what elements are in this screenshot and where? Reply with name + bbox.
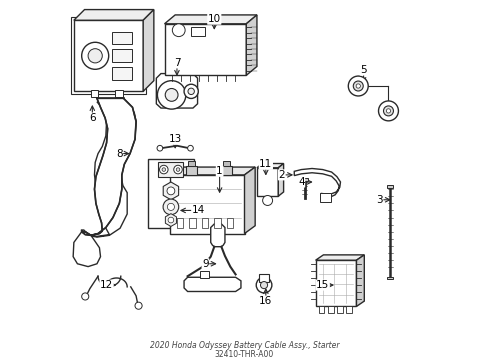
Bar [187,161,194,166]
Bar [346,306,351,313]
Bar [112,32,131,44]
Polygon shape [143,10,154,91]
Polygon shape [278,163,283,196]
Bar [115,90,122,97]
Text: 6: 6 [89,113,96,123]
Text: 16: 16 [259,296,272,306]
Polygon shape [156,73,197,108]
Circle shape [165,89,178,101]
Circle shape [355,84,360,88]
Polygon shape [244,167,255,234]
Circle shape [135,302,142,309]
Text: 32410-THR-A00: 32410-THR-A00 [214,350,274,359]
Circle shape [256,277,271,293]
Bar [319,306,324,313]
Bar [158,162,183,177]
Bar [214,217,220,228]
Circle shape [157,145,163,151]
Polygon shape [294,168,340,197]
Bar [202,217,208,228]
Text: 1: 1 [216,166,223,176]
Polygon shape [81,102,136,237]
Circle shape [386,109,390,113]
Circle shape [167,203,174,211]
Polygon shape [164,15,256,24]
Text: 3: 3 [375,195,382,205]
Text: 13: 13 [168,134,182,144]
Polygon shape [356,255,364,306]
Circle shape [260,282,267,289]
Circle shape [168,217,173,223]
Polygon shape [246,15,256,75]
Text: 4: 4 [298,177,304,187]
Text: 7: 7 [173,58,180,68]
Circle shape [183,84,198,98]
Bar [71,17,146,94]
Text: 9: 9 [202,259,208,269]
Text: 10: 10 [207,14,221,24]
Circle shape [352,81,363,91]
Text: 12: 12 [100,280,113,290]
Polygon shape [210,224,224,247]
Text: 8: 8 [116,149,122,158]
Bar [226,217,233,228]
Text: 15: 15 [315,280,328,290]
Circle shape [187,145,193,151]
Bar [74,20,143,91]
Text: 2020 Honda Odyssey Battery Cable Assy., Starter: 2020 Honda Odyssey Battery Cable Assy., … [149,341,339,350]
Bar [147,159,194,228]
Circle shape [187,88,194,95]
Polygon shape [74,10,154,20]
Bar [189,217,195,228]
Polygon shape [256,163,283,168]
Bar [259,274,268,282]
Bar [112,67,131,80]
Circle shape [167,187,175,195]
Bar [223,161,230,166]
Bar [337,306,342,313]
Circle shape [81,293,89,300]
Bar [315,260,356,306]
Circle shape [173,165,182,174]
Bar [112,49,131,62]
Circle shape [176,168,180,171]
Text: 11: 11 [259,159,272,169]
Bar [256,168,278,196]
Polygon shape [183,277,241,292]
Bar [91,90,98,97]
Bar [185,166,196,175]
Circle shape [378,101,398,121]
Circle shape [162,168,165,171]
Circle shape [163,199,179,215]
Circle shape [347,76,367,96]
Circle shape [159,165,168,174]
Bar [169,175,244,234]
Circle shape [81,42,108,69]
Polygon shape [81,98,136,235]
Bar [221,166,232,175]
Polygon shape [169,167,255,175]
Bar [302,179,307,181]
Polygon shape [315,255,364,260]
Bar [177,217,183,228]
Circle shape [383,106,393,116]
Bar [386,185,392,188]
Bar [327,306,333,313]
Text: 5: 5 [360,65,366,75]
Circle shape [262,195,272,206]
Polygon shape [73,232,101,267]
Text: 14: 14 [191,206,204,215]
Text: 2: 2 [278,170,285,180]
Bar [319,193,330,202]
Bar [191,27,205,36]
Circle shape [88,49,102,63]
Circle shape [172,24,185,37]
Bar [386,276,392,279]
Bar [164,24,246,75]
Circle shape [157,81,185,109]
Bar [200,271,208,278]
